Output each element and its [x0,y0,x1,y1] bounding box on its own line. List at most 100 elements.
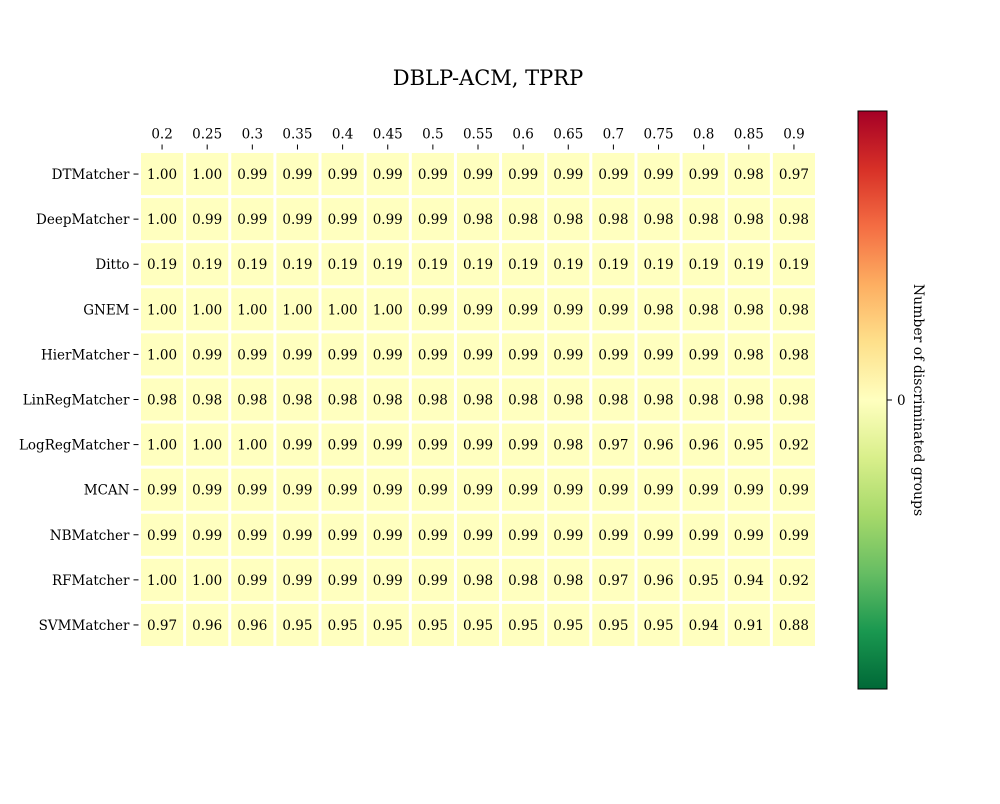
heatmap-cell [502,513,545,556]
heatmap-cell [276,423,319,466]
cell-label: 0.19 [463,257,493,273]
cell-label: 0.98 [734,302,764,318]
heatmap-cell [231,513,274,556]
heatmap-cell [186,513,229,556]
cell-label: 0.99 [147,528,177,544]
cell-label: 0.98 [508,212,538,228]
heatmap-cell [502,333,545,376]
heatmap-cell [141,423,184,466]
heatmap-cell [637,243,680,286]
heatmap-cell [456,513,500,556]
cell-label: 0.99 [508,528,538,544]
cell-label: 0.88 [779,618,809,634]
heatmap-cell [727,558,770,601]
cell-label: 0.99 [418,347,448,363]
colorbar-label: Number of discriminated groups [910,284,926,516]
cell-label: 0.98 [779,302,809,318]
cell-label: 0.99 [282,438,312,454]
cell-label: 0.99 [779,483,809,499]
heatmap-cell [231,333,274,376]
cell-label: 0.99 [734,483,764,499]
heatmap-cell [276,468,319,511]
cell-label: 0.99 [644,347,674,363]
heatmap-cell [456,558,500,601]
heatmap-cell [727,333,770,376]
cell-label: 0.19 [553,257,583,273]
heatmap-cell [547,603,590,646]
cell-label: 0.99 [508,438,538,454]
heatmap-cell [727,153,770,196]
cell-label: 0.99 [779,528,809,544]
cell-label: 0.99 [282,347,312,363]
heatmap-cell [772,513,815,556]
heatmap-cell [637,558,680,601]
cell-label: 0.99 [373,573,403,589]
heatmap-cell [592,378,635,421]
cell-label: 0.98 [553,573,583,589]
heatmap-cell [502,468,545,511]
cell-label: 0.98 [237,393,267,409]
cell-label: 0.97 [598,438,628,454]
cell-label: 0.99 [689,347,719,363]
cell-label: 0.98 [418,393,448,409]
heatmap-cell [682,153,725,196]
heatmap-cell [772,423,815,466]
y-tick-label: DeepMatcher [36,212,130,228]
x-tick-label: 0.85 [734,127,764,143]
heatmap-cell [682,513,725,556]
cell-label: 0.19 [779,257,809,273]
cell-label: 0.99 [328,483,358,499]
cell-label: 0.99 [508,302,538,318]
cell-label: 0.98 [644,212,674,228]
cell-label: 0.99 [418,212,448,228]
cell-label: 0.99 [282,167,312,183]
cell-label: 0.98 [463,212,493,228]
cell-label: 0.96 [689,438,719,454]
cell-label: 0.99 [418,573,448,589]
cell-label: 0.98 [779,347,809,363]
heatmap-cell [231,378,274,421]
cell-label: 0.95 [418,618,448,634]
heatmap-cell [411,468,454,511]
heatmap-cell [141,333,184,376]
heatmap-cell [186,468,229,511]
heatmap-cell [141,153,184,196]
cell-label: 0.99 [418,302,448,318]
heatmap-cell [321,243,364,286]
heatmap-cell [276,378,319,421]
heatmap-cell [321,198,364,241]
heatmap-cell [592,468,635,511]
heatmap-cell [411,153,454,196]
heatmap-cell [592,558,635,601]
cell-label: 1.00 [147,302,177,318]
cell-label: 0.98 [553,212,583,228]
cell-label: 0.95 [598,618,628,634]
heatmap-cell [502,603,545,646]
heatmap-cell [637,378,680,421]
heatmap-cell [592,243,635,286]
heatmap-cell [592,333,635,376]
y-tick-label: HierMatcher [41,347,130,363]
heatmap-cell [231,603,274,646]
cell-label: 0.99 [373,347,403,363]
x-tick-label: 0.5 [422,127,443,143]
heatmap-cell [592,603,635,646]
heatmap-cell [772,333,815,376]
heatmap-cell [547,423,590,466]
heatmap-cell [727,603,770,646]
cell-label: 0.99 [598,302,628,318]
cell-label: 0.19 [418,257,448,273]
cell-label: 0.99 [463,167,493,183]
heatmap-cell [592,288,635,331]
cell-label: 0.98 [734,212,764,228]
cell-label: 0.99 [147,483,177,499]
y-tick-label: SVMMatcher [39,618,130,634]
cell-label: 0.99 [463,528,493,544]
cell-label: 1.00 [192,302,222,318]
cell-label: 0.99 [644,167,674,183]
heatmap-cell [456,378,500,421]
heatmap-cell [637,468,680,511]
heatmap-cell [366,153,409,196]
cell-label: 0.99 [328,573,358,589]
heatmap-cell [637,153,680,196]
